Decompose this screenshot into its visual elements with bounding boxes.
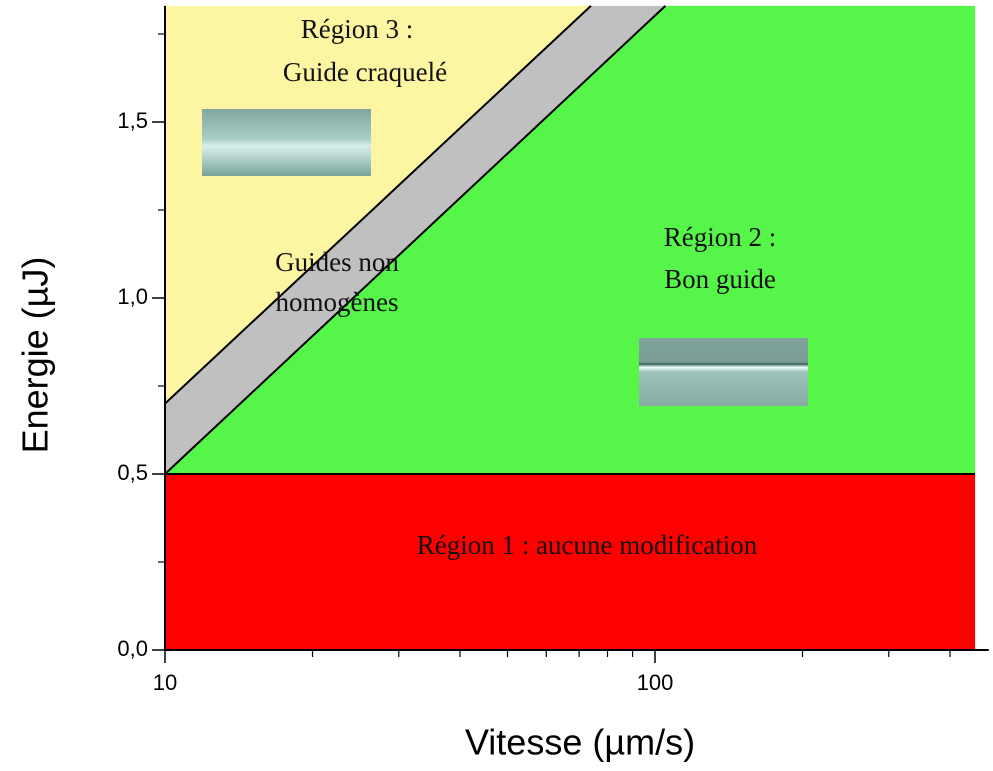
x-axis-label: Vitesse (µm/s) <box>465 722 695 763</box>
region <box>165 474 976 650</box>
region-label: homogènes <box>276 287 399 317</box>
region-label: Région 3 : <box>301 14 414 44</box>
y-tick-label: 0,0 <box>117 636 148 661</box>
x-tick-label: 100 <box>637 670 674 695</box>
region-label: Région 2 : <box>664 222 777 252</box>
region-label: Région 1 : aucune modification <box>417 530 758 560</box>
region-label: Bon guide <box>664 264 776 294</box>
photo-good-guide <box>639 338 808 406</box>
x-tick-label: 10 <box>153 670 177 695</box>
y-axis-label: Energie (µJ) <box>15 257 56 454</box>
region-label: Guide craquelé <box>283 57 447 87</box>
y-tick-label: 1,0 <box>117 284 148 309</box>
y-tick-label: 1,5 <box>117 108 148 133</box>
boundary-line <box>164 5 667 475</box>
y-tick-label: 0,5 <box>117 460 148 485</box>
region-label: Guides non <box>275 247 399 277</box>
boundary-line <box>164 5 592 405</box>
photo-cracked-guide <box>202 109 371 176</box>
